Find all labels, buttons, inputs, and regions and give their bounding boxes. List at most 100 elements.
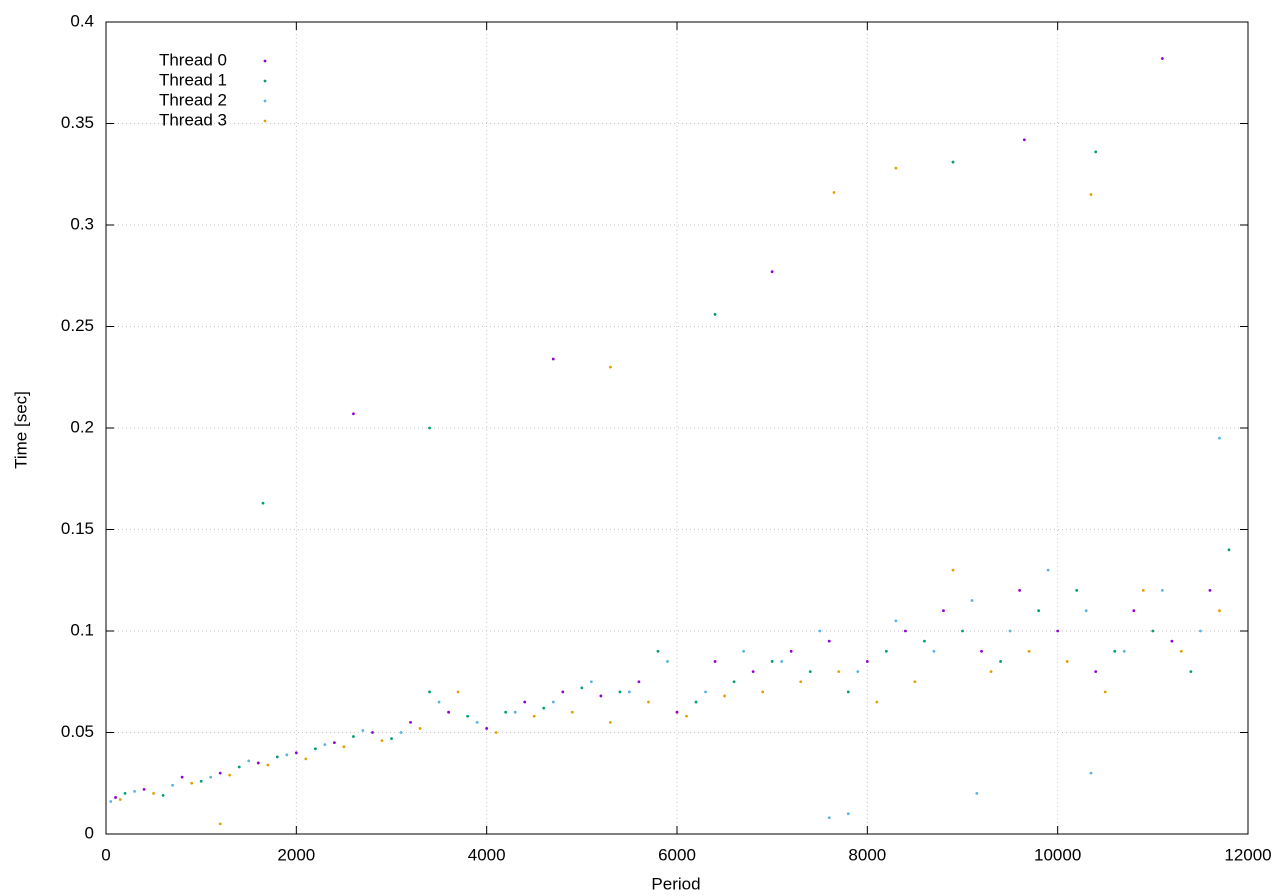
y-tick-label: 0.35 [61,113,94,132]
point [494,731,498,734]
point [551,357,555,361]
point [447,710,450,714]
point [114,796,117,799]
x-tick-label: 10000 [1034,845,1081,864]
point [1151,629,1155,633]
point [1170,639,1174,643]
point [1056,629,1060,633]
point [951,568,955,572]
point [161,794,165,797]
point [846,812,850,816]
legend-label: Thread 3 [159,110,227,129]
point [751,670,755,673]
y-tick-label: 0.4 [70,11,94,30]
point [266,763,270,767]
point [1218,436,1221,440]
point [1046,568,1050,572]
point [1022,138,1026,142]
point [970,599,974,602]
point [1027,649,1031,653]
point [608,365,612,369]
point [237,765,241,769]
point [761,690,765,694]
legend-marker [263,79,267,83]
point [418,727,422,730]
point [380,739,384,743]
point [1179,649,1183,653]
point [827,639,831,643]
point [694,700,698,704]
point [523,700,527,704]
point [894,619,898,623]
point [599,694,603,698]
point [770,660,774,663]
x-tick-label: 0 [101,845,110,864]
point [466,714,470,718]
point [942,609,945,613]
plot-frame [105,21,1249,835]
point [409,720,412,724]
point [1018,589,1021,592]
point [713,660,717,663]
legend-marker [263,119,267,123]
point [618,690,622,694]
point [1141,589,1145,592]
y-tick-label: 0.15 [61,519,94,538]
point [1218,609,1221,613]
point [371,731,374,734]
y-axis-label: Time [sec] [11,391,30,469]
y-tick-label: 0.3 [70,214,94,233]
point [628,690,631,694]
legend-marker [263,59,267,63]
point [1089,771,1093,775]
point [608,720,612,724]
point [685,714,688,718]
point [152,792,155,795]
point [913,680,917,684]
x-tick-label: 8000 [848,845,886,864]
point [261,501,265,505]
point [999,660,1002,663]
point [342,745,346,749]
point [485,727,489,730]
point [428,690,431,694]
point [1199,629,1202,633]
point [961,629,964,633]
point [1089,193,1093,196]
point [1103,690,1107,694]
x-tick-label: 6000 [658,845,696,864]
point [832,191,836,194]
point [846,690,850,694]
point [513,710,517,714]
point [865,660,869,663]
point [247,759,251,763]
point [352,735,355,738]
point [294,751,298,755]
point [399,731,403,734]
y-tick-label: 0 [85,823,94,842]
point [1122,649,1126,653]
point [190,781,194,785]
point [542,706,546,710]
y-tick-label: 0.25 [61,316,94,335]
point [637,680,641,684]
point [989,670,993,673]
y-tick-label: 0.2 [70,417,94,436]
point [1113,649,1117,653]
point [1084,609,1088,613]
point [504,710,508,714]
point [780,660,784,663]
point [256,761,260,765]
point [884,649,888,653]
point [656,649,660,653]
x-tick-label: 12000 [1224,845,1271,864]
point [827,816,831,820]
point [980,649,983,653]
point [894,166,898,170]
point [133,789,136,793]
point [770,270,774,274]
point [704,690,707,694]
point [1132,609,1136,613]
point [932,649,936,653]
